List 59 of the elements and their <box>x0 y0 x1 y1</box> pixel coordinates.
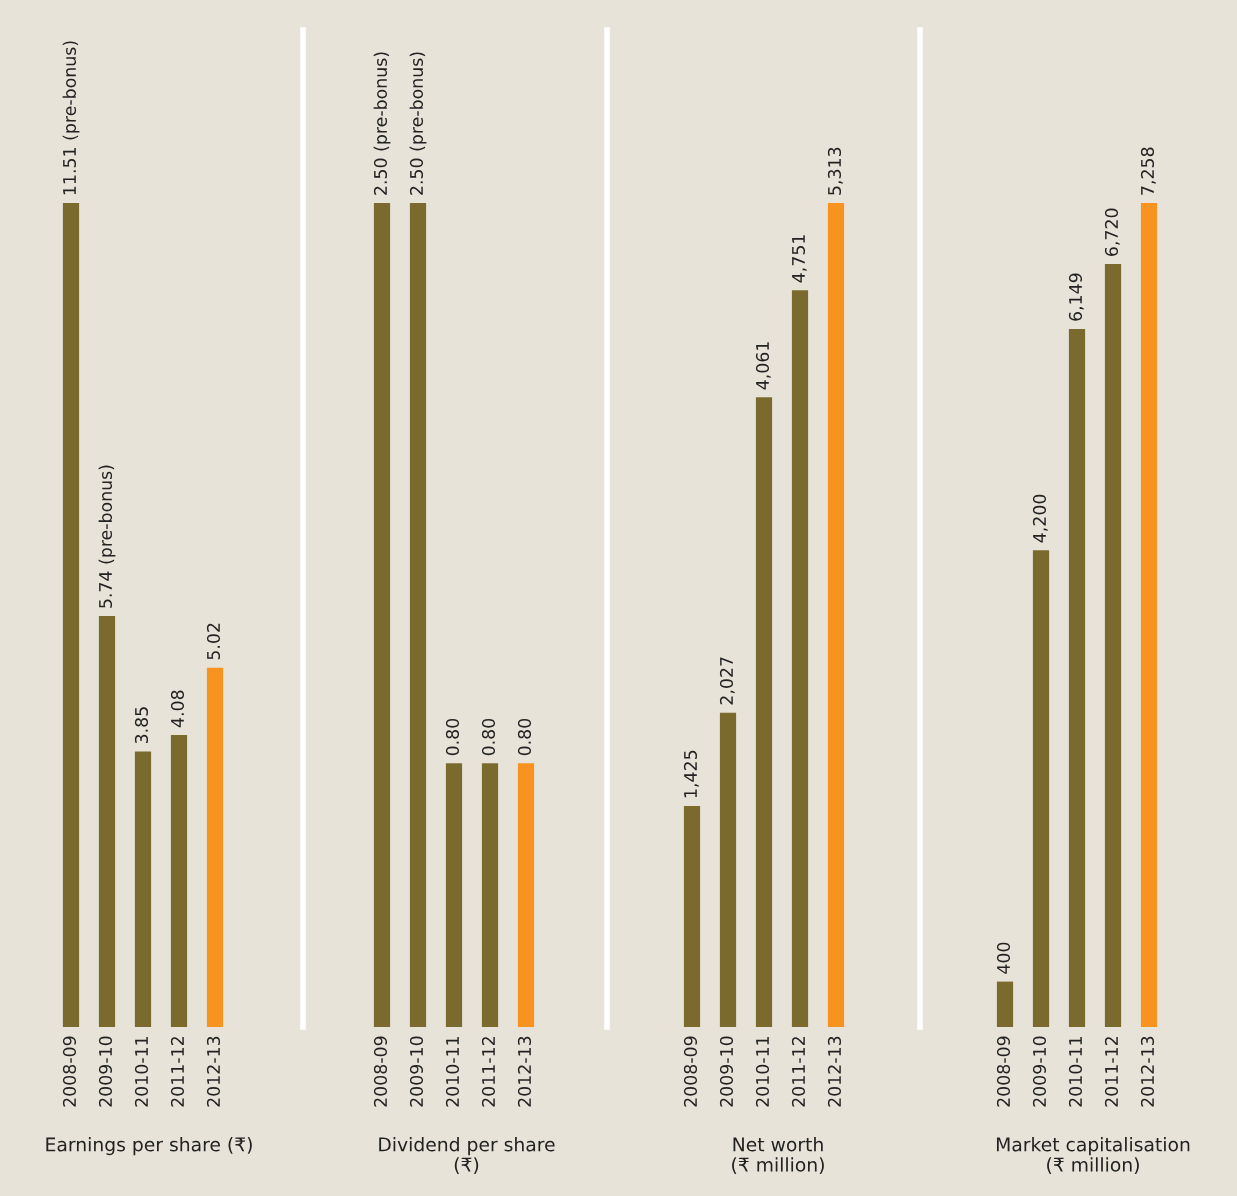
x-tick-label: 2011-12 <box>1104 1037 1119 1107</box>
x-tick-label: 2010-11 <box>755 1036 770 1107</box>
x-axis-title: Earnings per share (₹) <box>46 1137 252 1156</box>
data-label: 400 <box>996 942 1011 974</box>
data-label: 6,720 <box>1104 208 1120 256</box>
data-label: 0.80 <box>445 718 460 756</box>
bar <box>1104 264 1122 1027</box>
bar <box>791 290 809 1027</box>
x-axis-title: Net worth (₹ million) <box>732 1137 824 1174</box>
data-label: 6,149 <box>1068 273 1084 321</box>
bar <box>827 203 845 1027</box>
x-tick-label: 2008-09 <box>62 1036 77 1107</box>
x-tick-label: 2010-11 <box>1068 1036 1083 1107</box>
x-tick-label: 2012-13 <box>517 1036 532 1107</box>
data-label: 5.74 (pre-bonus) <box>98 465 116 608</box>
bar <box>719 712 737 1027</box>
bar <box>62 203 80 1027</box>
x-axis-title: Market capitalisation (₹ million) <box>996 1137 1190 1174</box>
x-tick-label: 2011-12 <box>170 1037 185 1107</box>
bar <box>98 616 116 1027</box>
x-tick-label: 2008-09 <box>683 1036 698 1107</box>
x-axis-title: Dividend per share (₹) <box>379 1137 555 1174</box>
x-tick-label: 2009-10 <box>98 1036 113 1107</box>
bar <box>206 667 224 1027</box>
data-label: 5.02 <box>206 623 221 660</box>
bar <box>1068 328 1086 1027</box>
bar <box>170 734 188 1027</box>
bar <box>1140 203 1158 1027</box>
data-label: 4,061 <box>755 342 771 390</box>
data-label: 4,751 <box>792 235 807 283</box>
x-tick-label: 2008-09 <box>996 1036 1011 1107</box>
data-label: 2.50 (pre-bonus) <box>373 52 391 195</box>
x-tick-label: 2012-13 <box>206 1036 221 1107</box>
bar <box>1032 550 1050 1027</box>
data-label: 4,200 <box>1032 494 1048 543</box>
data-label: 0.80 <box>517 718 532 756</box>
data-label: 2.50 (pre-bonus) <box>409 52 427 195</box>
x-tick-label: 2011-12 <box>481 1037 496 1107</box>
x-tick-label: 2009-10 <box>1032 1036 1047 1107</box>
data-label: 5,313 <box>827 147 843 195</box>
x-tick-label: 2008-09 <box>373 1036 388 1107</box>
x-tick-label: 2011-12 <box>791 1037 806 1107</box>
data-label: 7,258 <box>1140 147 1156 195</box>
x-tick-label: 2012-13 <box>1140 1036 1155 1107</box>
x-tick-label: 2009-10 <box>719 1036 734 1107</box>
data-label: 4.08 <box>170 690 185 728</box>
x-tick-label: 2010-11 <box>445 1036 460 1107</box>
data-label: 11.51 (pre-bonus) <box>62 41 80 195</box>
bar <box>996 981 1014 1027</box>
x-tick-label: 2012-13 <box>827 1036 842 1107</box>
data-label: 2,027 <box>719 657 735 705</box>
x-tick-label: 2009-10 <box>409 1036 424 1107</box>
data-label: 0.80 <box>481 718 496 756</box>
bar <box>683 806 701 1027</box>
x-tick-label: 2010-11 <box>134 1036 149 1107</box>
bar <box>134 751 152 1027</box>
bar <box>755 397 773 1027</box>
data-label: 3.85 <box>134 707 149 744</box>
data-label: 1,425 <box>683 750 699 798</box>
